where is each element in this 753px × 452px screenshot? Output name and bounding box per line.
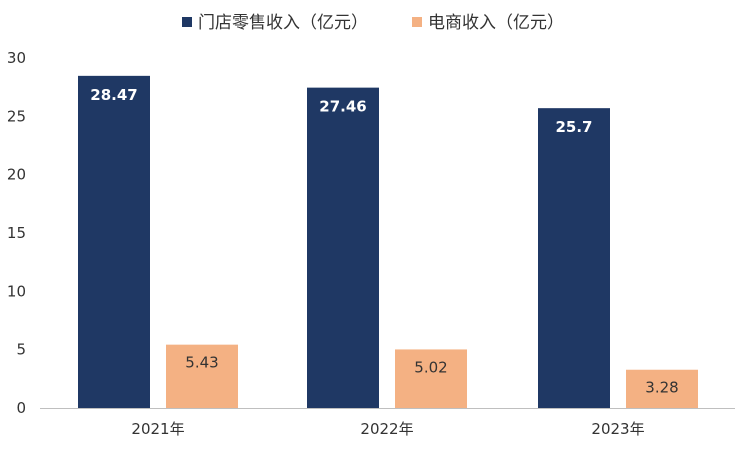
- data-label: 5.02: [414, 358, 447, 376]
- x-tick-label: 2023年: [591, 420, 644, 438]
- y-tick-label: 30: [7, 49, 26, 67]
- bar: [78, 75, 150, 408]
- y-tick-label: 0: [16, 399, 26, 417]
- data-label: 28.47: [90, 86, 137, 104]
- bars: 28.47 5.43 27.46 5.02 25.7 3.28: [78, 75, 698, 409]
- y-tick-label: 5: [16, 341, 26, 359]
- data-label: 5.43: [185, 354, 218, 372]
- bar: [538, 108, 610, 409]
- y-tick-label: 10: [7, 282, 26, 300]
- legend-swatch: [412, 17, 422, 27]
- legend: 门店零售收入（亿元） 电商收入（亿元）: [182, 13, 564, 33]
- x-tick-label: 2022年: [360, 420, 413, 438]
- bar: [166, 344, 238, 408]
- bar: [626, 369, 698, 408]
- data-label: 3.28: [645, 379, 678, 397]
- y-axis: 0 5 10 15 20 25 30: [7, 49, 26, 417]
- y-tick-label: 20: [7, 166, 26, 184]
- x-axis: 2021年 2022年 2023年: [131, 420, 644, 438]
- bar: [395, 349, 467, 408]
- legend-swatch: [182, 17, 192, 27]
- data-label: 25.7: [555, 118, 592, 136]
- data-label: 27.46: [319, 98, 366, 116]
- y-tick-label: 15: [7, 224, 26, 242]
- y-tick-label: 25: [7, 107, 26, 125]
- legend-label: 电商收入（亿元）: [428, 13, 564, 33]
- legend-label: 门店零售收入（亿元）: [198, 13, 368, 33]
- bar: [307, 87, 379, 408]
- x-tick-label: 2021年: [131, 420, 184, 438]
